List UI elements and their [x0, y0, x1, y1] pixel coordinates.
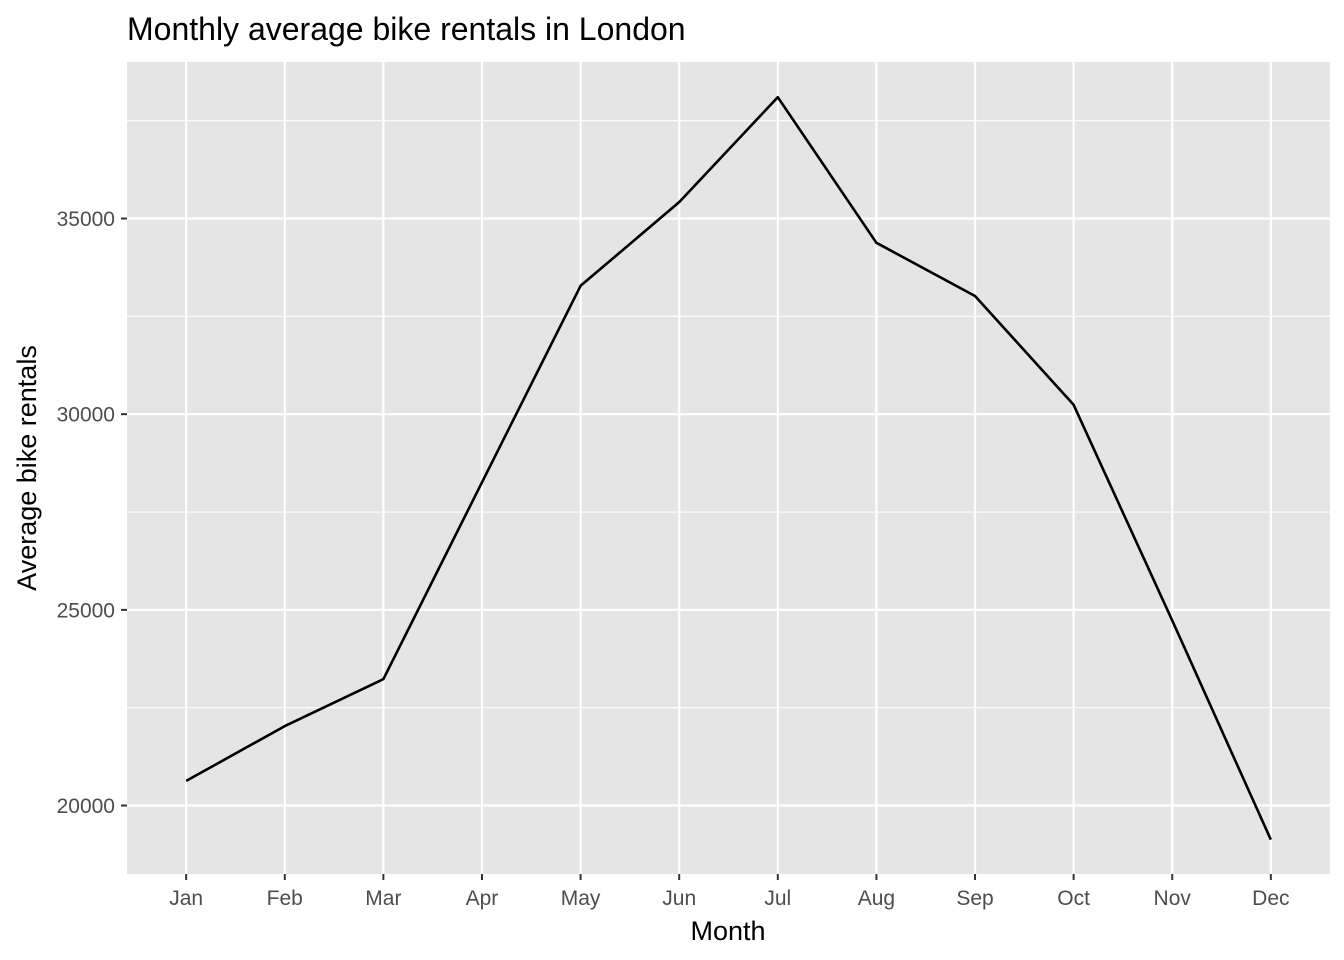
x-axis: Jan Feb Mar Apr May Jun Jul Aug Sep Oct Nov Dec — [169, 874, 1290, 910]
x-tick-label: Jul — [764, 887, 791, 910]
minor-gridlines — [127, 120, 1330, 709]
x-axis-title: Month — [690, 916, 765, 946]
x-tick-label: Jan — [169, 887, 203, 910]
y-tick-label: 20000 — [57, 795, 115, 818]
y-tick-label: 25000 — [57, 599, 115, 622]
y-axis-title: Average bike rentals — [12, 345, 42, 591]
x-tick-label: Mar — [365, 887, 401, 910]
y-axis: 20000 25000 30000 35000 — [57, 208, 127, 818]
x-tick-label: Aug — [858, 887, 895, 910]
x-tick-label: Jun — [662, 887, 696, 910]
x-tick-label: Apr — [466, 887, 499, 910]
y-tick-label: 30000 — [57, 404, 115, 427]
x-tick-label: Dec — [1252, 887, 1289, 910]
x-tick-label: May — [561, 887, 601, 910]
plot-panel — [127, 62, 1330, 874]
chart-title: Monthly average bike rentals in London — [127, 11, 686, 47]
x-tick-label: Oct — [1057, 887, 1090, 910]
x-tick-label: Nov — [1154, 887, 1192, 910]
series-layer — [185, 95, 1272, 841]
major-gridlines — [127, 62, 1330, 874]
y-tick-label: 35000 — [57, 208, 115, 231]
x-tick-label: Feb — [267, 887, 303, 910]
series-line — [185, 95, 1272, 841]
x-tick-label: Sep — [956, 887, 993, 910]
